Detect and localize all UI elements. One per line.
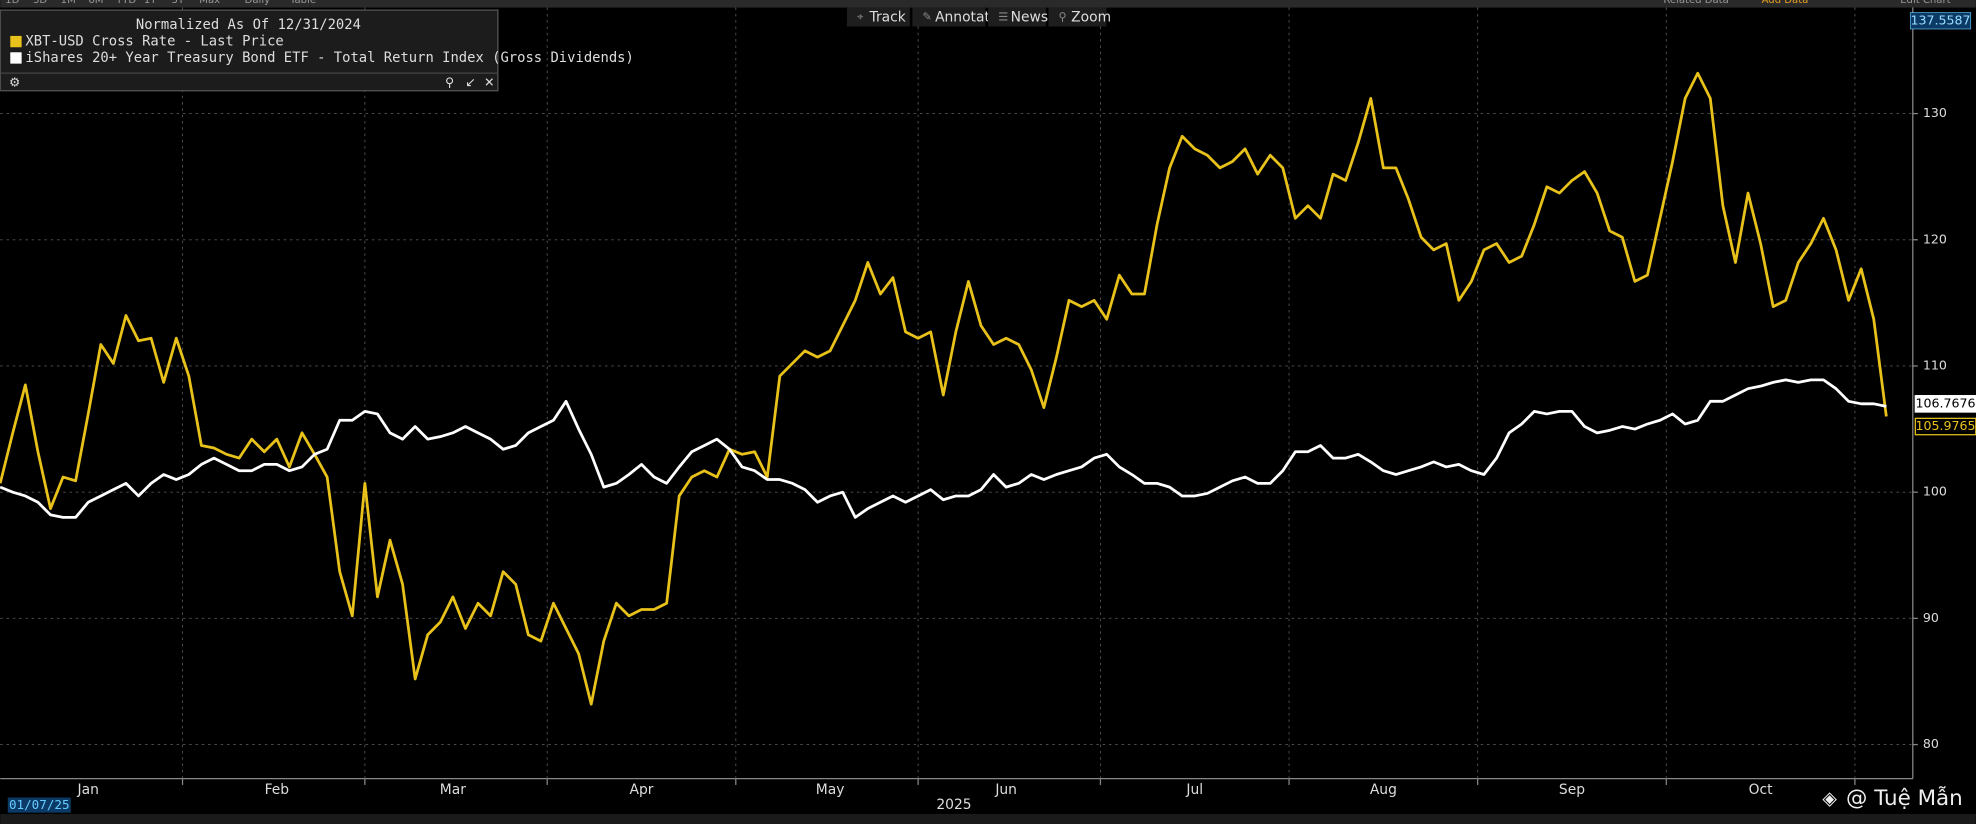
- y-tick-label: 100: [1923, 484, 1947, 499]
- lines: [0, 71, 1888, 706]
- toolbar-icon: ⌖: [857, 10, 863, 24]
- toolbar-button[interactable]: [988, 7, 1046, 27]
- toolbar-button[interactable]: [912, 7, 986, 27]
- toolbar-icon: ✎: [922, 10, 932, 24]
- pin-icon[interactable]: ⚲: [445, 75, 454, 90]
- toolbar: ⌖ Track ✎ Annotate ☰ News ⚲ Zoom: [846, 7, 1111, 27]
- chart-title: Normalized As Of 12/31/2024: [136, 17, 361, 33]
- x-tick-label: Apr: [630, 782, 654, 798]
- range-button[interactable]: Daily: [245, 0, 271, 6]
- cursor-date-box: [7, 797, 71, 813]
- legend-swatch: [10, 52, 22, 64]
- y-tick-label: 130: [1923, 105, 1947, 120]
- legend-label: XBT-USD Cross Rate - Last Price: [25, 34, 283, 50]
- range-button[interactable]: 1M: [61, 0, 76, 6]
- x-tick-label: Feb: [265, 782, 290, 798]
- grid: [0, 7, 1913, 779]
- axis-top-label: 137.5587: [1910, 12, 1970, 27]
- close-icon[interactable]: ✕: [484, 75, 495, 90]
- range-button[interactable]: Max: [199, 0, 220, 6]
- x-tick-label: Sep: [1559, 782, 1585, 798]
- range-button[interactable]: 6M: [88, 0, 103, 6]
- bottom-bar: [0, 813, 1976, 824]
- range-button[interactable]: 5Y: [172, 0, 185, 6]
- x-axis-label: 2025: [936, 797, 971, 813]
- top-bar: [0, 0, 1976, 8]
- range-button[interactable]: 1D: [5, 0, 19, 6]
- x-tick-label: May: [816, 782, 845, 798]
- collapse-icon[interactable]: ↙: [465, 75, 476, 90]
- range-button[interactable]: 1Y: [144, 0, 157, 6]
- legend-box: [0, 9, 499, 92]
- last-value-label: 106.7676: [1916, 395, 1976, 410]
- toolbar-label[interactable]: Track: [869, 10, 906, 26]
- axis: 80 90 100 110 120 130 Jan Feb Mar Apr May Jun Jul Aug…: [77, 105, 1976, 798]
- x-tick-label: Mar: [440, 782, 466, 798]
- legend-swatch: [10, 35, 22, 48]
- top-right-button[interactable]: Add Data: [1762, 0, 1809, 6]
- top-right-button[interactable]: Edit Chart: [1900, 0, 1950, 6]
- legend-label: iShares 20+ Year Treasury Bond ETF - Tot…: [25, 50, 633, 66]
- toolbar-button[interactable]: [1048, 7, 1107, 27]
- toolbar-label[interactable]: News: [1011, 10, 1048, 26]
- toolbar-label[interactable]: Annotate: [935, 10, 998, 26]
- y-tick-label: 80: [1923, 736, 1939, 751]
- series-line: [0, 378, 1887, 519]
- toolbar-icon: ⚲: [1059, 10, 1067, 24]
- toolbar-label[interactable]: Zoom: [1071, 10, 1111, 26]
- toolbar-icon: ☰: [998, 10, 1008, 24]
- y-tick-label: 120: [1923, 231, 1947, 246]
- y-tick-label: 90: [1923, 610, 1939, 625]
- last-value-label: 105.9765: [1916, 418, 1976, 433]
- y-tick-label: 110: [1923, 357, 1947, 372]
- watermark: @ Tuệ Mẫn: [1846, 785, 1963, 811]
- toolbar-button[interactable]: [846, 7, 910, 27]
- x-tick-label: Jan: [77, 782, 99, 798]
- x-tick-label: Oct: [1749, 782, 1774, 798]
- top-right-button[interactable]: Related Data: [1663, 0, 1728, 6]
- range-button[interactable]: YTD: [115, 0, 136, 6]
- x-tick-label: Jun: [994, 782, 1017, 798]
- range-button[interactable]: Table: [289, 0, 316, 6]
- cursor-date: 01/07/25: [9, 797, 70, 812]
- axis-top-box: [1909, 12, 1972, 30]
- watermark-icon: ◈: [1822, 787, 1837, 809]
- x-tick-label: Jul: [1185, 782, 1203, 798]
- top-buttons: 1D 3D 1M 6M YTD 1Y 5Y Max Daily Table Related Data…: [5, 0, 1950, 6]
- range-button[interactable]: 3D: [33, 0, 47, 6]
- x-tick-label: Aug: [1370, 782, 1397, 798]
- settings-icon[interactable]: ⚙: [9, 75, 20, 90]
